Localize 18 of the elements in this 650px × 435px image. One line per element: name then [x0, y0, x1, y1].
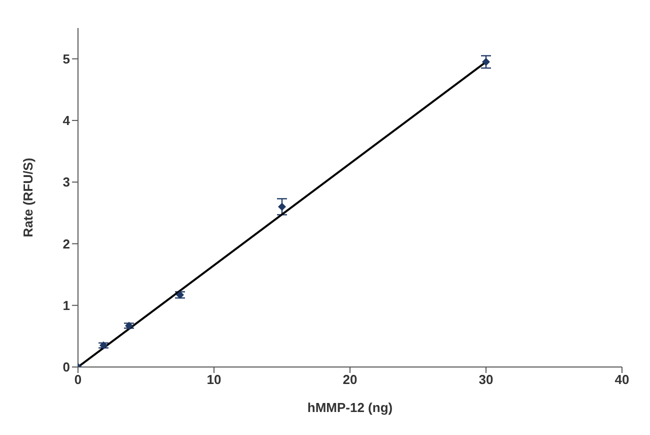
y-tick-label: 4	[62, 113, 71, 128]
x-tick-label: 10	[206, 372, 222, 388]
x-tick-label: 0	[74, 372, 82, 388]
point	[482, 58, 490, 66]
point	[100, 341, 108, 350]
y-tick-label: 1	[62, 298, 70, 313]
y-tick-label: 5	[62, 51, 70, 66]
point	[125, 322, 133, 330]
y-tick-label: 3	[62, 174, 70, 190]
point	[278, 202, 286, 211]
x-tick-label: 40	[614, 372, 630, 388]
x-tick-label: 30	[478, 372, 494, 388]
x-axis-title: hMMP-12 (ng)	[307, 400, 393, 415]
x-tick-label: 20	[342, 372, 358, 388]
y-tick-label: 0	[62, 360, 70, 375]
y-axis-title: Rate (RFU/S)	[20, 158, 36, 238]
point	[176, 290, 184, 299]
y-tick-label: 2	[62, 236, 70, 252]
